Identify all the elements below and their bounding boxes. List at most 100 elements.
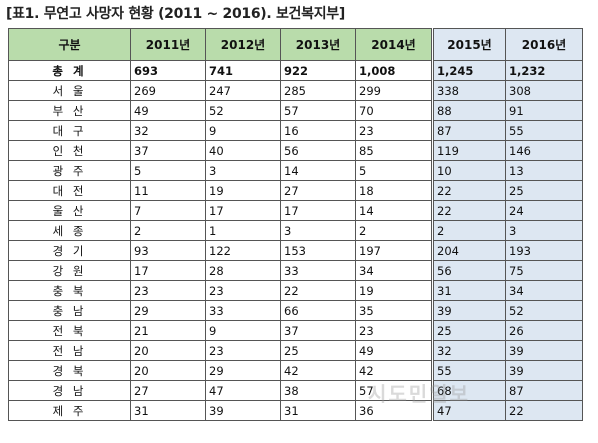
cell: 75 — [505, 260, 583, 281]
cell: 39 — [505, 360, 583, 381]
row-label: 부 산 — [8, 100, 131, 121]
cell: 42 — [280, 360, 356, 381]
cell: 2 — [130, 220, 206, 241]
cell: 55 — [505, 120, 583, 141]
cell: 23 — [355, 120, 434, 141]
cell: 19 — [355, 280, 434, 301]
row-label: 전 남 — [8, 340, 131, 361]
cell: 18 — [355, 180, 434, 201]
cell: 1,245 — [432, 60, 506, 81]
cell: 11 — [130, 180, 206, 201]
cell: 26 — [505, 320, 583, 341]
cell: 9 — [205, 120, 281, 141]
cell: 85 — [355, 140, 434, 161]
row-label: 서 울 — [8, 80, 131, 101]
cell: 693 — [130, 60, 206, 81]
row-label: 제 주 — [8, 400, 131, 421]
cell: 17 — [130, 260, 206, 281]
cell: 24 — [505, 200, 583, 221]
cell: 1,232 — [505, 60, 583, 81]
table-row: 울 산 7 17 17 14 22 24 — [8, 200, 583, 221]
cell: 14 — [280, 160, 356, 181]
cell: 20 — [130, 360, 206, 381]
cell: 25 — [432, 320, 506, 341]
header-cell: 구분 — [8, 28, 131, 61]
cell: 119 — [432, 140, 506, 161]
cell: 52 — [205, 100, 281, 121]
row-label: 대 전 — [8, 180, 131, 201]
cell: 23 — [355, 320, 434, 341]
cell: 55 — [432, 360, 506, 381]
cell: 922 — [280, 60, 356, 81]
cell: 39 — [205, 400, 281, 421]
cell: 7 — [130, 200, 206, 221]
table-row: 대 구 32 9 16 23 87 55 — [8, 120, 583, 141]
cell: 88 — [432, 100, 506, 121]
cell: 21 — [130, 320, 206, 341]
table-row: 인 천 37 40 56 85 119 146 — [8, 140, 583, 161]
cell: 741 — [205, 60, 281, 81]
cell: 91 — [505, 100, 583, 121]
cell: 32 — [130, 120, 206, 141]
cell: 1,008 — [355, 60, 434, 81]
cell: 269 — [130, 80, 206, 101]
cell: 14 — [355, 200, 434, 221]
cell: 3 — [280, 220, 356, 241]
cell: 20 — [130, 340, 206, 361]
row-label: 충 북 — [8, 280, 131, 301]
cell: 153 — [280, 240, 356, 261]
cell: 1 — [205, 220, 281, 241]
cell: 17 — [205, 200, 281, 221]
cell: 27 — [130, 380, 206, 401]
cell: 36 — [355, 400, 434, 421]
cell: 28 — [205, 260, 281, 281]
cell: 35 — [355, 300, 434, 321]
cell: 193 — [505, 240, 583, 261]
cell: 39 — [432, 300, 506, 321]
row-label: 강 원 — [8, 260, 131, 281]
cell: 33 — [280, 260, 356, 281]
cell: 52 — [505, 300, 583, 321]
cell: 40 — [205, 140, 281, 161]
table-title: [표1. 무연고 사망자 현황 (2011 ~ 2016). 보건복지부] — [6, 6, 345, 22]
header-cell: 2013년 — [280, 28, 356, 61]
header-cell: 2012년 — [205, 28, 281, 61]
table-row: 총 계 693 741 922 1,008 1,245 1,232 — [8, 60, 583, 81]
cell: 49 — [130, 100, 206, 121]
cell: 247 — [205, 80, 281, 101]
cell: 25 — [280, 340, 356, 361]
cell: 299 — [355, 80, 434, 101]
cell: 27 — [280, 180, 356, 201]
row-label: 세 종 — [8, 220, 131, 241]
cell: 16 — [280, 120, 356, 141]
cell: 70 — [355, 100, 434, 121]
table-row: 경 남 27 47 38 57 68 87 — [8, 380, 583, 401]
cell: 2 — [355, 220, 434, 241]
cell: 37 — [280, 320, 356, 341]
row-label: 인 천 — [8, 140, 131, 161]
table-row: 전 북 21 9 37 23 25 26 — [8, 320, 583, 341]
cell: 56 — [280, 140, 356, 161]
cell: 308 — [505, 80, 583, 101]
row-label: 전 북 — [8, 320, 131, 341]
row-label: 경 기 — [8, 240, 131, 261]
cell: 39 — [505, 340, 583, 361]
cell: 56 — [432, 260, 506, 281]
table-row: 광 주 5 3 14 5 10 13 — [8, 160, 583, 181]
cell: 29 — [130, 300, 206, 321]
cell: 3 — [205, 160, 281, 181]
cell: 87 — [505, 380, 583, 401]
cell: 22 — [280, 280, 356, 301]
cell: 13 — [505, 160, 583, 181]
header-cell: 2016년 — [505, 28, 583, 61]
cell: 66 — [280, 300, 356, 321]
cell: 122 — [205, 240, 281, 261]
cell: 22 — [432, 200, 506, 221]
cell: 34 — [505, 280, 583, 301]
table-row: 전 남 20 23 25 49 32 39 — [8, 340, 583, 361]
cell: 29 — [205, 360, 281, 381]
cell: 38 — [280, 380, 356, 401]
row-label: 경 남 — [8, 380, 131, 401]
